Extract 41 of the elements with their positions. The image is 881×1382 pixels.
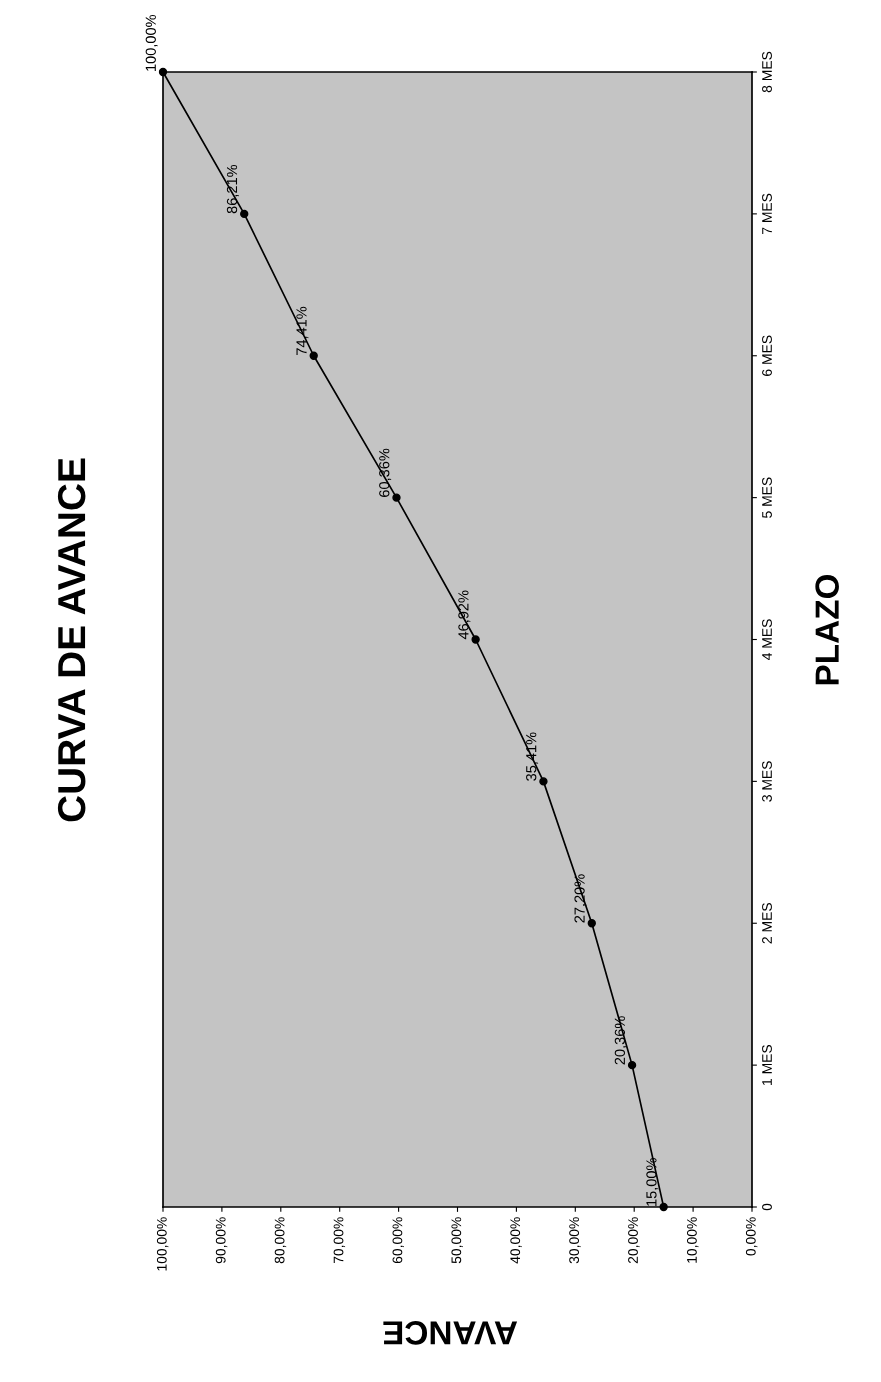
data-label: 20,36% [614,1016,627,1065]
data-label: 60,36% [379,448,392,497]
y-tick-label: 4 MES [762,619,772,661]
data-label: 86,21% [226,164,239,214]
data-label: 27,20% [574,874,587,923]
data-label: 100,00% [145,14,158,71]
data-label: 46,92% [458,590,471,640]
point [240,209,249,219]
text: CURVA DE AVANCE [57,458,86,822]
point [587,919,596,928]
x-tick-label: 40,00% [510,1217,522,1264]
x-tick-label: 90,00% [215,1217,228,1264]
point [539,777,548,786]
data-label: 35,41% [526,732,539,781]
point [627,1060,637,1070]
point [659,1202,668,1212]
data-label: 74,41% [296,306,309,355]
x-tick-label: 80,00% [274,1217,287,1264]
x-tick-label: 60,00% [392,1217,404,1264]
y-tick-label: 1 MES [762,1044,772,1085]
y-tick-label: 2 MES [762,903,772,944]
x-tick-label: 20,00% [628,1217,640,1264]
y-tick-label: 7 MES [762,193,772,234]
y-tick-label: 8 MES [762,51,772,93]
point [309,351,318,360]
x-tick-label: 70,00% [333,1217,346,1264]
y-axis-title: PLAZO [815,574,839,685]
point [471,635,480,644]
x-tick-label: 100,00% [156,1217,169,1271]
y-tick-label: 3 MES [762,761,772,802]
y-tick-label: 5 MES [762,477,772,518]
x-tick-label: 50,00% [451,1217,463,1264]
point [158,67,168,77]
data-label: 15,00% [646,1158,659,1206]
x-tick-label: 30,00% [569,1217,581,1264]
y-tick-label: 6 MES [762,335,772,376]
x-tick-label: 0,00% [745,1217,758,1256]
point [392,493,401,502]
x-axis-title: AVANCE [383,1321,518,1345]
x-tick-label: 10,00% [686,1217,699,1263]
y-tick-label: 0 [762,1203,772,1211]
